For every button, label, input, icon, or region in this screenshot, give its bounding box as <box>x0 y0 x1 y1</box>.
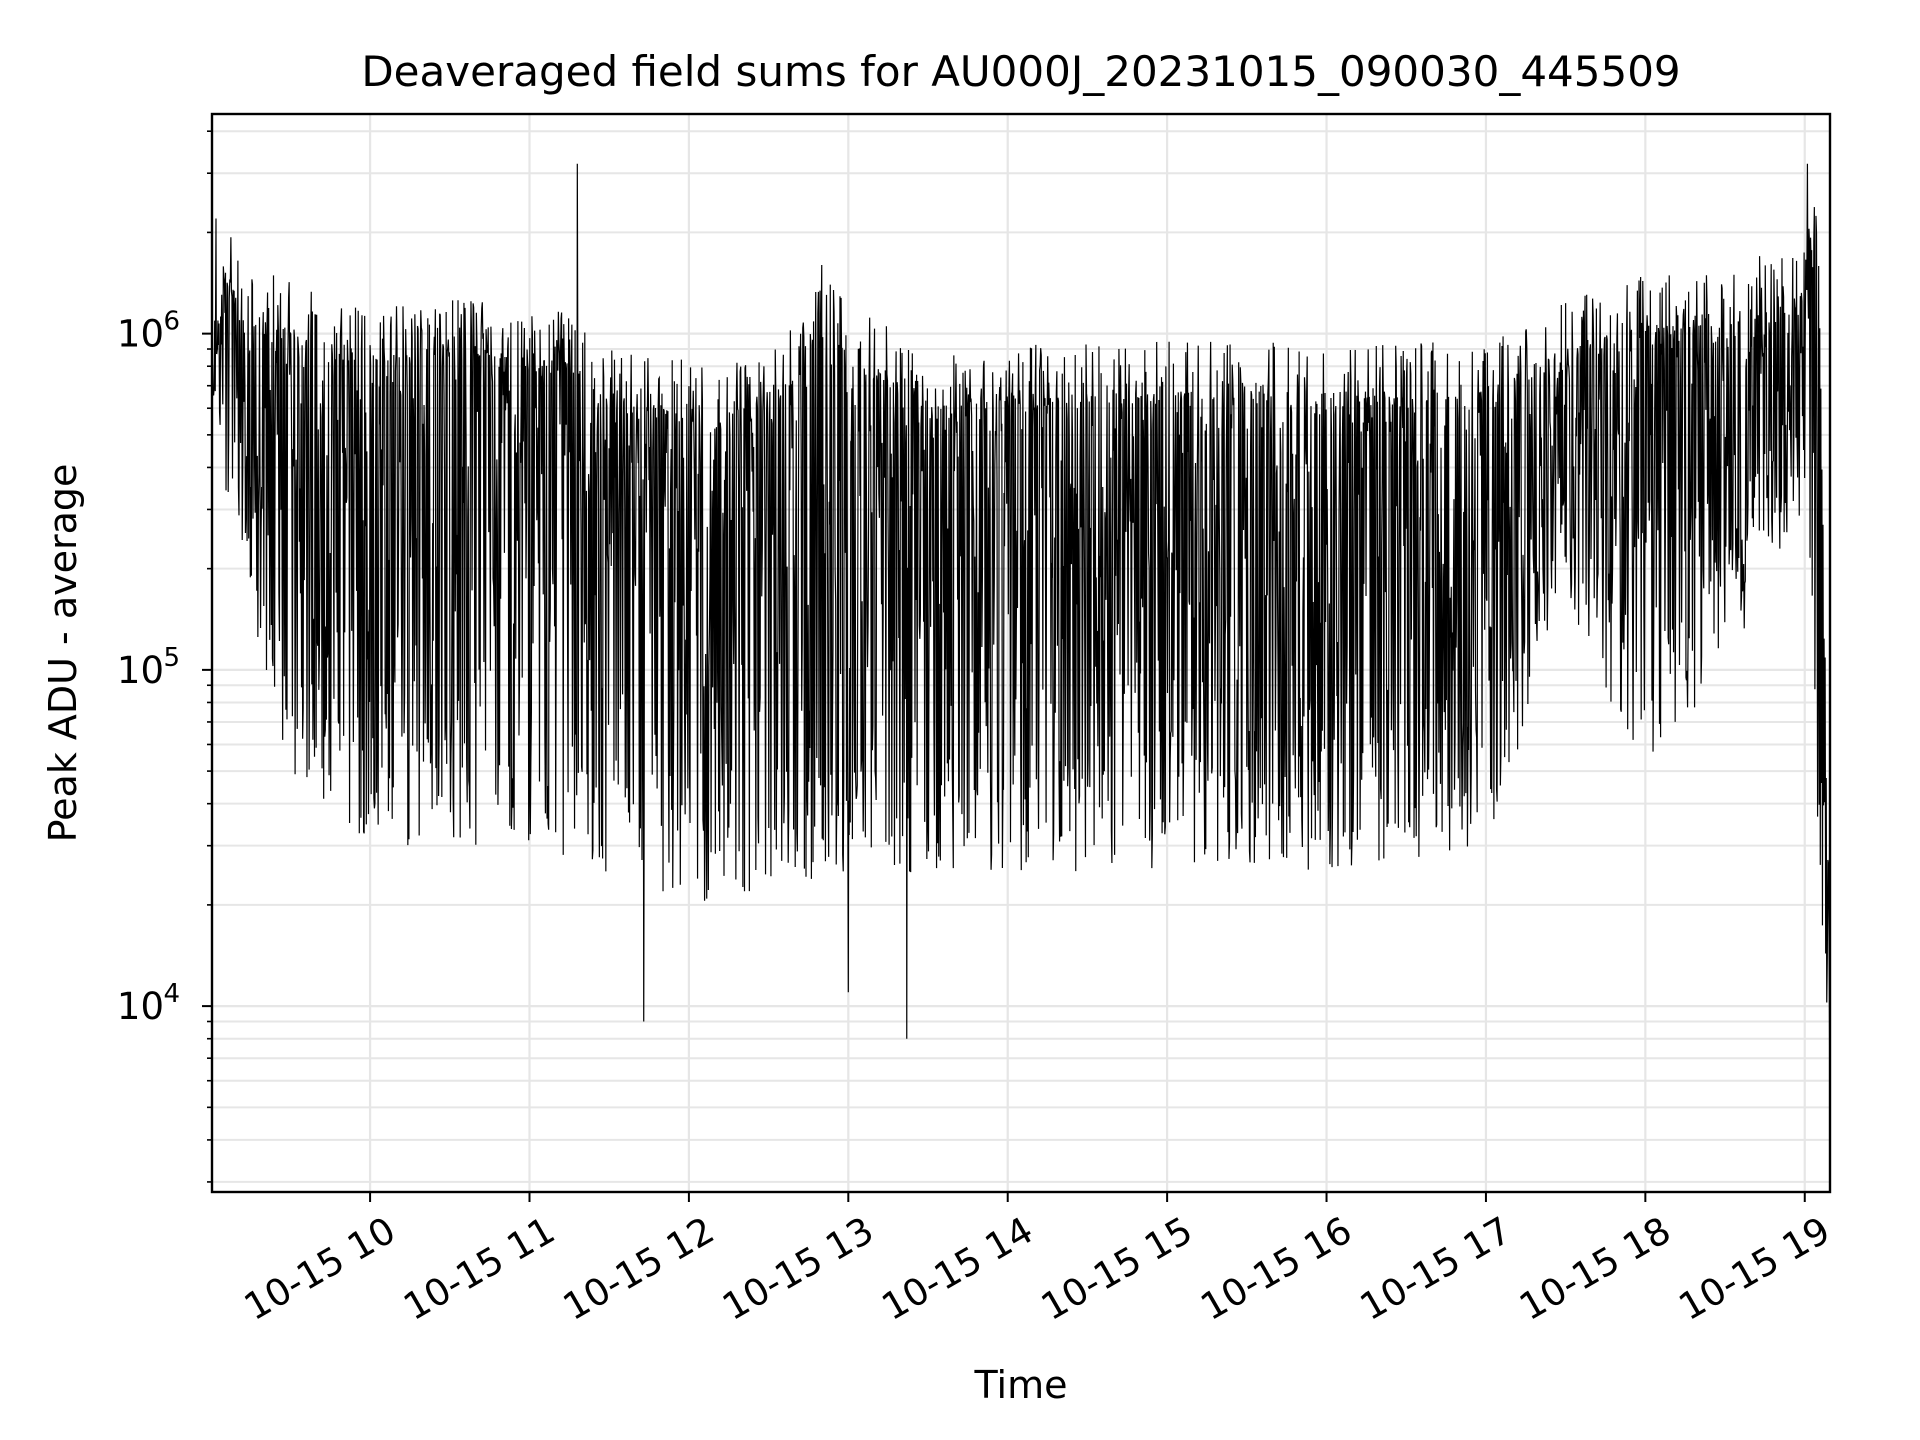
plot-frame <box>210 112 1832 1194</box>
y-tick-label: 10 <box>117 313 164 356</box>
x-axis-label: Time <box>974 1363 1068 1407</box>
y-tick-exponent: 5 <box>163 643 180 673</box>
y-tick-exponent: 6 <box>163 307 180 337</box>
y-tick-exponent: 4 <box>163 979 180 1009</box>
y-tick-label: 10 <box>117 985 164 1028</box>
y-tick-base: 10 <box>117 985 164 1028</box>
series-trace <box>212 163 1830 1140</box>
y-tick-base: 10 <box>117 649 164 692</box>
series-line <box>212 163 1830 1140</box>
y-axis-label: Peak ADU - average <box>41 464 85 843</box>
y-tick-label: 10 <box>117 649 164 692</box>
y-tick-base: 10 <box>117 313 164 356</box>
chart-title: Deaveraged field sums for AU000J_2023101… <box>361 47 1680 96</box>
